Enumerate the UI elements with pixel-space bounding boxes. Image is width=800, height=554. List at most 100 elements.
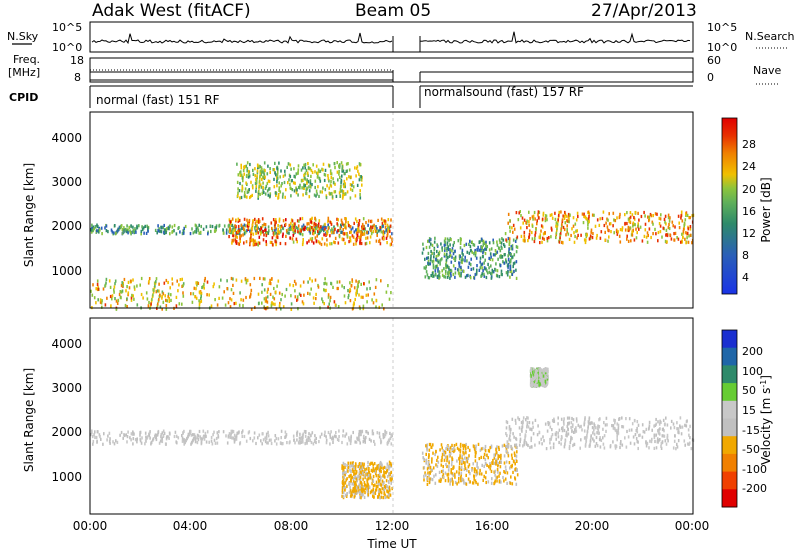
echo-cell [262, 230, 264, 234]
echo-cell [464, 259, 466, 263]
echo-cell [120, 290, 123, 294]
echo-cell [651, 428, 653, 432]
echo-cell [451, 456, 453, 460]
echo-cell [388, 472, 390, 476]
echo-cell [93, 227, 96, 231]
echo-cell [445, 463, 447, 467]
echo-cell [657, 429, 659, 433]
echo-cell [486, 463, 488, 467]
echo-cell [263, 233, 265, 237]
echo-cell [388, 495, 390, 499]
echo-cell [442, 469, 444, 473]
echo-cell [264, 169, 266, 173]
echo-cell [134, 227, 136, 231]
echo-cell [427, 251, 430, 255]
echo-cell [528, 235, 530, 239]
echo-cell [304, 176, 306, 180]
echo-cell [467, 465, 470, 469]
echo-cell [446, 264, 449, 268]
echo-cell [451, 255, 453, 259]
echo-cell [510, 475, 512, 479]
echo-cell [250, 180, 252, 184]
echo-cell [161, 439, 164, 444]
echo-cell [451, 447, 454, 452]
echo-cell [466, 468, 468, 472]
echo-cell [529, 382, 532, 386]
echo-cell [461, 251, 463, 255]
echo-cell [621, 416, 623, 420]
echo-cell [452, 473, 455, 477]
echo-cell [265, 184, 268, 188]
echo-cell [247, 172, 250, 176]
echo-cell [132, 432, 135, 436]
echo-cell [479, 260, 481, 264]
echo-cell [274, 434, 277, 438]
echo-cell [619, 442, 622, 446]
echo-cell [227, 301, 230, 305]
echo-cell [535, 372, 537, 376]
echo-cell [441, 248, 444, 252]
echo-cell [292, 233, 295, 237]
echo-cell [314, 439, 316, 443]
echo-cell [389, 488, 391, 492]
echo-cell [449, 248, 451, 252]
echo-cell [146, 435, 149, 439]
echo-cell [315, 436, 317, 441]
echo-cell [685, 241, 687, 245]
echo-cell [318, 176, 321, 180]
echo-cell [471, 240, 473, 244]
echo-cell [529, 229, 531, 233]
echo-cell [346, 169, 348, 173]
echo-cell [359, 472, 362, 476]
echo-cell [332, 229, 334, 233]
echo-cell [369, 473, 372, 477]
echo-cell [327, 293, 330, 297]
echo-cell [273, 297, 276, 301]
echo-cell [471, 250, 474, 254]
echo-cell [280, 184, 282, 188]
echo-cell [297, 164, 300, 168]
echo-cell [441, 273, 444, 277]
echo-cell [248, 174, 251, 178]
echo-cell [254, 167, 256, 171]
echo-cell [126, 305, 128, 309]
echo-cell [449, 478, 452, 482]
echo-cell [435, 449, 437, 453]
echo-cell [333, 240, 335, 244]
echo-cell [571, 429, 573, 433]
echo-cell [575, 426, 577, 430]
echo-cell [501, 237, 503, 241]
echo-cell [325, 196, 328, 200]
echo-cell [565, 430, 568, 434]
echo-cell [427, 262, 430, 266]
echo-cell [640, 214, 643, 219]
echo-cell [578, 425, 581, 429]
echo-cell [289, 283, 291, 287]
echo-cell [497, 445, 500, 449]
echo-cell [425, 444, 427, 448]
echo-cell [508, 240, 511, 244]
echo-cell [241, 434, 244, 438]
echo-cell [608, 222, 611, 226]
echo-cell [375, 484, 378, 488]
echo-cell [351, 280, 354, 284]
echo-cell [314, 230, 316, 234]
echo-cell [647, 215, 649, 219]
echo-cell [358, 222, 360, 226]
echo-cell [92, 440, 95, 444]
echo-cell [531, 237, 534, 241]
echo-cell [302, 241, 304, 245]
echo-cell [583, 214, 585, 219]
echo-cell [456, 482, 458, 486]
echo-cell [439, 262, 441, 266]
echo-cell [587, 210, 590, 214]
echo-cell [350, 436, 352, 440]
echo-cell [111, 230, 114, 234]
echo-cell [654, 423, 657, 427]
echo-cell [352, 469, 354, 473]
echo-cell [307, 280, 309, 284]
echo-cell [342, 193, 344, 198]
echo-cell [133, 230, 135, 234]
echo-cell [349, 464, 351, 468]
echo-cell [667, 225, 670, 230]
